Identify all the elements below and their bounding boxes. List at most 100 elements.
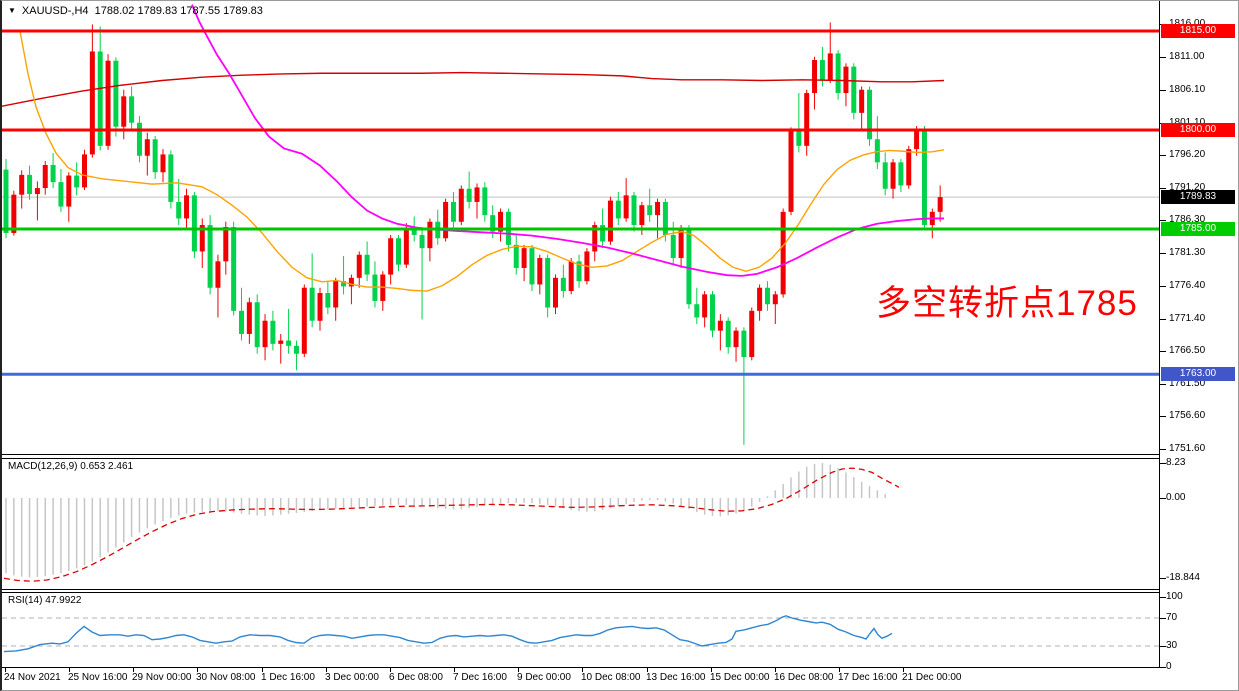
- candle-body: [631, 195, 637, 226]
- price-tick: [1160, 89, 1166, 91]
- candle-body: [309, 287, 315, 321]
- chart-title: ▼ XAUUSD-,H4 1788.02 1789.83 1787.55 1789…: [8, 5, 263, 17]
- time-tick: [262, 667, 263, 672]
- candle-body: [890, 162, 896, 189]
- macd-axis-label: -18.844: [1166, 572, 1200, 584]
- price-tick-label: 1801.10: [1169, 117, 1205, 129]
- time-label[interactable]: 16 Dec 08:00: [774, 672, 834, 683]
- candle-body: [764, 287, 770, 305]
- candle-body: [82, 154, 87, 188]
- separator[interactable]: [2, 589, 1238, 590]
- rsi-axis-label: 0: [1166, 661, 1172, 672]
- candle-body: [921, 129, 927, 226]
- time-label[interactable]: 13 Dec 16:00: [646, 672, 706, 683]
- time-label[interactable]: 17 Dec 16:00: [838, 672, 898, 683]
- candle-body: [89, 51, 95, 155]
- time-tick: [647, 667, 648, 672]
- candle-body: [270, 320, 276, 344]
- rsi-indicator-panel[interactable]: [2, 593, 1159, 667]
- candle-body: [160, 154, 166, 173]
- candle-body: [678, 228, 684, 259]
- symbol-ohlc-text: XAUUSD-,H4 1788.02 1789.83 1787.55 1789.…: [21, 5, 263, 17]
- candle-body: [568, 261, 574, 292]
- candle-body: [223, 227, 229, 262]
- candle-body: [293, 345, 299, 354]
- time-label[interactable]: 6 Dec 08:00: [389, 672, 443, 683]
- candle-body: [333, 281, 339, 308]
- time-label[interactable]: 10 Dec 08:00: [581, 672, 641, 683]
- candle-body: [725, 320, 731, 348]
- candle-body: [427, 221, 433, 249]
- candle-body: [796, 129, 802, 146]
- time-tick: [69, 667, 70, 672]
- price-tick-label: 1786.30: [1169, 214, 1206, 226]
- candle-body: [662, 201, 668, 235]
- separator[interactable]: [2, 454, 1238, 455]
- time-label[interactable]: 29 Nov 00:00: [132, 672, 192, 683]
- candle-body: [176, 201, 182, 219]
- candle-body: [105, 60, 111, 146]
- candle-body: [482, 187, 488, 216]
- candle-body: [898, 162, 904, 186]
- candle-body: [239, 310, 244, 334]
- candle-body: [11, 194, 17, 233]
- main-price-chart[interactable]: [2, 1, 1159, 454]
- separator[interactable]: [2, 592, 1238, 593]
- time-tick: [133, 667, 134, 672]
- separator[interactable]: [2, 458, 1238, 459]
- price-tick-label: 1761.50: [1169, 378, 1206, 390]
- candle-body: [592, 225, 598, 252]
- candle-body: [42, 164, 48, 189]
- rsi-axis-label: 70: [1166, 612, 1178, 623]
- time-label[interactable]: 3 Dec 00:00: [325, 672, 379, 683]
- candle-body: [639, 205, 645, 226]
- macd-indicator-panel[interactable]: [2, 459, 1159, 589]
- candle-body: [576, 261, 582, 282]
- rsi-line: [3, 615, 893, 653]
- time-label[interactable]: 21 Dec 00:00: [902, 672, 962, 683]
- candle-body: [647, 205, 653, 216]
- candle-body: [906, 149, 912, 186]
- candle-body: [780, 211, 786, 295]
- dropdown-icon[interactable]: ▼: [8, 6, 16, 15]
- candle-body: [411, 228, 417, 235]
- time-label[interactable]: 25 Nov 16:00: [68, 672, 128, 683]
- candle-body: [937, 197, 943, 212]
- price-tick: [1160, 57, 1166, 59]
- candle-body: [74, 175, 80, 188]
- time-label[interactable]: 30 Nov 08:00: [196, 672, 256, 683]
- candle-body: [553, 277, 558, 308]
- time-label[interactable]: 1 Dec 16:00: [261, 672, 315, 683]
- candle-body: [615, 200, 621, 219]
- ma-orange-line: [19, 30, 945, 292]
- candle-body: [207, 225, 213, 288]
- macd-axis-tick: [1160, 498, 1166, 499]
- candle-body: [184, 195, 190, 219]
- candle-body: [403, 228, 409, 265]
- time-label[interactable]: 15 Dec 00:00: [710, 672, 770, 683]
- price-tick-label: 1816.00: [1169, 18, 1205, 30]
- time-tick: [903, 667, 904, 672]
- candle-body: [529, 248, 535, 285]
- time-label[interactable]: 7 Dec 16:00: [453, 672, 507, 683]
- time-label[interactable]: 9 Dec 00:00: [517, 672, 571, 683]
- candle-body: [670, 234, 676, 259]
- price-axis[interactable]: [1159, 1, 1238, 668]
- candle-body: [458, 188, 464, 222]
- price-badge-1789.83: 1789.83: [1161, 190, 1235, 205]
- time-tick: [582, 667, 583, 672]
- time-tick: [197, 667, 198, 672]
- price-tick-label: 1806.10: [1169, 83, 1206, 95]
- candle-body: [623, 195, 629, 219]
- price-tick-label: 1776.40: [1169, 279, 1206, 291]
- time-tick: [390, 667, 391, 672]
- candle-body: [254, 302, 260, 348]
- price-tick: [1160, 449, 1166, 451]
- candle-body: [168, 154, 174, 202]
- macd-axis-tick: [1160, 578, 1166, 580]
- candle-body: [804, 93, 810, 146]
- rsi-axis-tick: [1160, 618, 1166, 619]
- rsi-label: RSI(14) 47.9922: [8, 595, 82, 606]
- candle-body: [521, 248, 527, 268]
- time-label[interactable]: 24 Nov 2021: [4, 672, 61, 683]
